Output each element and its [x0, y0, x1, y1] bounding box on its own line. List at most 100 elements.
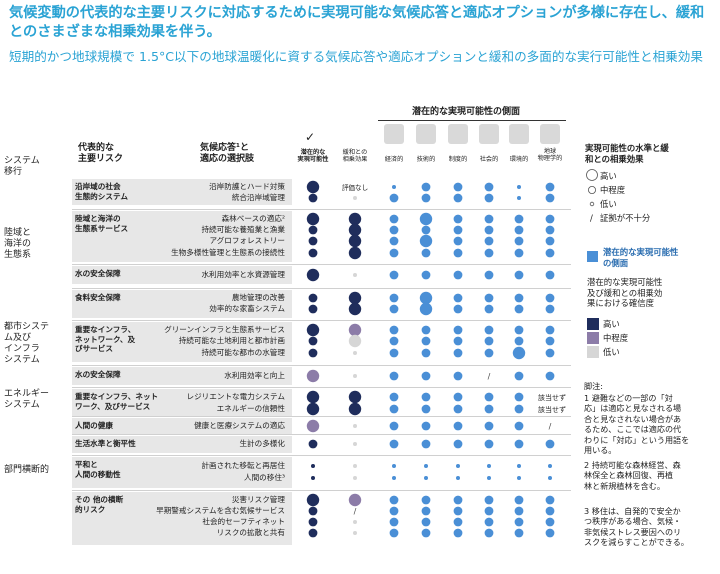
risk-block-bg [72, 367, 292, 385]
dimension-dot [421, 506, 431, 516]
dimension-dot [545, 517, 555, 527]
dimension-dot [514, 325, 524, 335]
synergy-dot [348, 402, 362, 416]
dimension-dot [389, 270, 399, 280]
option-label: 水利用効率と向上 [224, 371, 285, 380]
row-separator [72, 455, 571, 456]
option-label: 生物多様性管理と生態系の接続性 [171, 248, 285, 257]
dimension-dot [389, 439, 399, 449]
dimension-dot [453, 248, 463, 258]
dimension-dot [514, 270, 524, 280]
dimension-dot [453, 293, 463, 303]
dimension-dot [389, 421, 399, 431]
dimension-dot [389, 528, 399, 538]
dimension-dot [514, 439, 524, 449]
feasibility-dot [308, 348, 318, 358]
legend-title: 実現可能性の水準と緩 和との相乗効果 [585, 143, 669, 164]
risk-label: 人間の健康 [75, 421, 113, 430]
feasibility-dot [306, 493, 320, 507]
feasibility-dot [306, 369, 320, 383]
dimension-dot [419, 291, 433, 305]
dimension-dot [545, 225, 555, 235]
synergy-dot [348, 234, 362, 248]
dimension-dot [419, 234, 433, 248]
row-separator [72, 416, 571, 417]
footnote-1: 1 避難などの一部の「対 応」は適応と見なされる場 合と見なされない場合があ る… [584, 393, 690, 456]
dimension-dot [453, 225, 463, 235]
dimension-label: 地球 物理学的 [537, 148, 563, 162]
risk-label: 水の安全保障 [75, 370, 121, 379]
dimension-dot [389, 392, 399, 402]
risk-label: 重要なインフラ、 ネットワーク、及 びサービス [75, 325, 136, 354]
feasibility-dot [306, 268, 320, 282]
dimension-dot [389, 304, 399, 314]
people-icon [479, 124, 499, 144]
page-title: 気候変動の代表的な主要リスクに対応するために実現可能な気候応答と適応オプションが… [9, 5, 705, 40]
dimension-dot [545, 506, 555, 516]
dimension-dot [514, 304, 524, 314]
dimension-dot [453, 528, 463, 538]
dimension-dot [453, 392, 463, 402]
legend-potential-swatch [587, 251, 598, 262]
synergy-dot [348, 493, 362, 507]
dimension-label: 環境的 [509, 156, 529, 163]
dimension-dot [514, 392, 524, 402]
legend-low-circle [589, 201, 595, 207]
dimension-dot [484, 270, 494, 280]
risk-label: 食料安全保障 [75, 293, 121, 302]
dimension-dot [389, 517, 399, 527]
dimension-dot [389, 336, 399, 346]
synergy-dot [348, 390, 362, 404]
option-label: 農地管理の改善 [231, 293, 285, 302]
dimension-dot [389, 495, 399, 505]
dimension-slash: / [549, 422, 552, 431]
system-label: 都市システ ム及び インフラ システム [4, 322, 50, 365]
option-label: 効率的な家畜システム [209, 304, 285, 313]
dimension-dot [453, 371, 463, 381]
synergy-dot [353, 520, 357, 524]
synergy-dot [348, 246, 362, 260]
risk-block-bg [72, 179, 292, 205]
synergy-dot [353, 273, 357, 277]
feasibility-dot [306, 212, 320, 226]
synergy-dot [353, 464, 357, 468]
dimension-dot [484, 392, 494, 402]
dimension-slash: / [488, 372, 491, 381]
risk-label: 平和と 人間の移動性 [75, 460, 121, 479]
risk-label: 水の安全保障 [75, 269, 121, 278]
legend-conf-medium: 中程度 [603, 333, 629, 343]
dimension-dot [514, 495, 524, 505]
feasibility-dot [308, 304, 318, 314]
dimension-dot [421, 495, 431, 505]
dimension-dot [421, 348, 431, 358]
synergy-dot [348, 291, 362, 305]
col-synergy: 緩和との 相乗効果 [342, 149, 368, 163]
dimension-dot [514, 336, 524, 346]
option-column-header: 気候応答¹と 適応の選択肢 [200, 143, 255, 164]
dimension-dot [514, 404, 524, 414]
option-label: リスクの拡散と共有 [216, 528, 285, 537]
option-label: 社会的セーフティネット [202, 517, 285, 526]
dimension-dot [421, 439, 431, 449]
dimension-dot [453, 506, 463, 516]
feasibility-dot [308, 336, 318, 346]
dimension-dot [548, 464, 552, 468]
risk-label: 沿岸域の社会 生態的システム [75, 182, 128, 201]
legend-conf-low: 低い [603, 347, 620, 357]
synergy-dot [353, 374, 357, 378]
feasibility-dot [306, 390, 320, 404]
feasibility-dot [308, 225, 318, 235]
risk-block-bg [72, 322, 292, 362]
dimension-dot [545, 528, 555, 538]
synergy-dot [348, 223, 362, 237]
dimension-dot [392, 185, 396, 189]
legend-high: 高い [600, 171, 617, 181]
dimension-dot [421, 528, 431, 538]
option-label: 生計の多様化 [239, 439, 285, 448]
dimension-dot [514, 225, 524, 235]
dimension-dot [484, 348, 494, 358]
risk-column-header: 代表的な 主要リスク [78, 143, 124, 164]
dimension-dot [389, 193, 399, 203]
dimension-dot [484, 528, 494, 538]
legend-low: 低い [600, 199, 617, 209]
